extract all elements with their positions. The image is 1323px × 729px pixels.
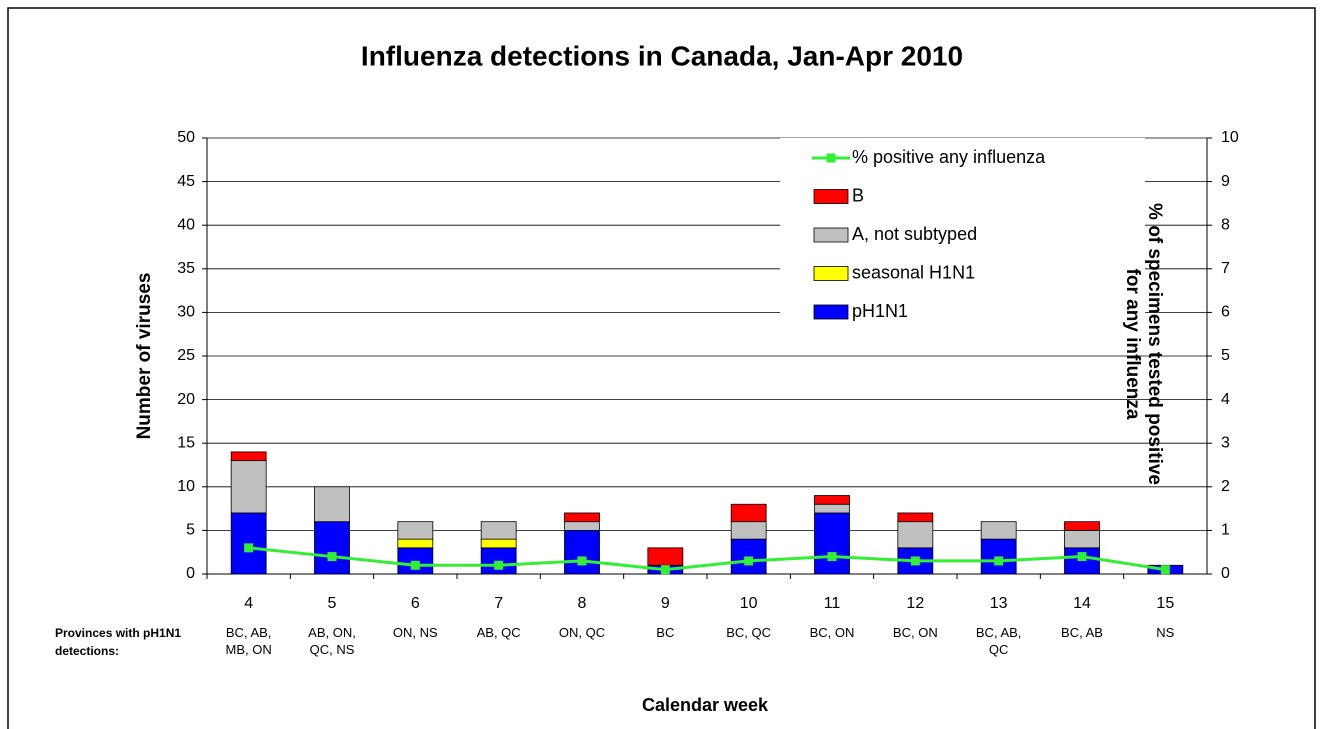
bar-segment [730,521,767,540]
x-tick-label: 12 [906,595,924,612]
line-marker [577,556,587,566]
province-label: BC, ON [892,625,938,640]
y2-tick-label: 9 [1221,173,1230,190]
x-tick-label: 9 [661,595,670,612]
line-marker [1160,565,1170,575]
y-tick-label: 5 [186,522,195,539]
y2-tick-label: 8 [1221,216,1230,233]
y2-tick-label: 7 [1221,260,1230,277]
bar-segment [564,521,600,531]
chart-frame [7,7,1316,729]
bar-segment [980,521,1017,540]
bar-segment [1064,530,1100,549]
bar-segment [314,486,350,523]
legend-label: A, not subtyped [852,224,977,244]
province-label: AB, QC [476,625,521,640]
y2-tick-label: 0 [1221,565,1230,582]
x-tick-label: 7 [494,595,503,612]
y-tick-label: 25 [177,347,195,364]
province-label: NS [1156,625,1175,640]
y2-axis-label: % of specimens tested positive for any i… [1122,203,1165,485]
line-marker [744,556,754,566]
bar-segment [897,512,934,523]
line-marker [410,560,420,570]
bar-segment [897,521,934,549]
line-marker [910,556,920,566]
province-label: AB, ON, QC, NS [308,625,356,657]
bar-segment [230,460,267,514]
bar-segment [647,547,684,566]
legend-label: seasonal H1N1 [852,262,975,282]
x-tick-label: 8 [578,595,587,612]
y-tick-label: 10 [177,478,195,495]
province-label: ON, QC [558,625,606,640]
y2-tick-label: 4 [1221,391,1230,408]
province-label: BC, QC [726,625,772,640]
bar-segment [564,512,600,523]
bar-segment [814,512,850,575]
bar-segment [814,503,850,514]
legend-swatch [813,227,849,243]
legend-swatch [813,189,849,204]
x-tick-label: 6 [411,595,420,612]
y2-tick-label: 3 [1221,434,1230,451]
y-axis-label: Number of viruses [134,273,155,440]
bar-segment [814,495,850,505]
legend-label: B [852,185,864,205]
legend-swatch [813,266,849,281]
y-tick-label: 35 [177,260,195,277]
province-label: BC, AB [1061,625,1103,640]
x-tick-label: 10 [740,595,758,612]
y-tick-label: 45 [177,173,195,190]
bar-segment [1064,521,1100,531]
y2-tick-label: 5 [1221,347,1230,364]
legend-label: % positive any influenza [852,147,1046,167]
y2-tick-label: 1 [1221,522,1230,539]
y-tick-label: 50 [177,129,195,146]
y-tick-label: 0 [186,565,195,582]
province-label: ON, NS [392,625,438,640]
line-marker [244,543,254,553]
bar-segment [480,538,517,549]
x-axis-label: Calendar week [642,695,769,715]
line-marker [1077,552,1087,562]
line-marker [827,552,837,562]
legend-swatch [813,304,849,320]
y2-tick-label: 2 [1221,478,1230,495]
y-tick-label: 40 [177,216,195,233]
province-label: BC [656,625,675,640]
bar-segment [564,530,600,575]
province-label: BC, AB, QC [975,625,1022,657]
x-tick-label: 11 [824,595,841,612]
province-label: BC, AB, MB, ON [225,625,272,657]
y-tick-label: 20 [177,391,195,408]
line [248,546,1166,572]
y-tick-label: 30 [177,304,195,321]
legend-label: pH1N1 [852,301,908,321]
chart-title: Influenza detections in Canada, Jan-Apr … [361,40,963,71]
line-marker [494,560,504,570]
bar-segment [730,503,767,523]
x-tick-label: 5 [328,595,337,612]
row-label: Provinces with pH1N1 detections: [55,626,182,658]
x-tick-label: 13 [990,595,1008,612]
y-tick-label: 15 [177,434,195,451]
line-marker [994,556,1004,566]
bar-segment [397,521,434,540]
line-marker [660,565,670,575]
province-label: BC, ON [809,625,855,640]
line-marker [327,552,337,562]
bar-segment [230,451,267,462]
y2-tick-label: 10 [1221,129,1239,146]
bar-segment [314,521,350,575]
bar-segment [397,538,434,549]
bar-segment [480,521,517,540]
x-tick-label: 14 [1073,595,1091,612]
legend-marker [826,153,836,163]
x-tick-label: 15 [1156,595,1174,612]
y2-tick-label: 6 [1221,304,1230,321]
x-tick-label: 4 [244,595,253,612]
